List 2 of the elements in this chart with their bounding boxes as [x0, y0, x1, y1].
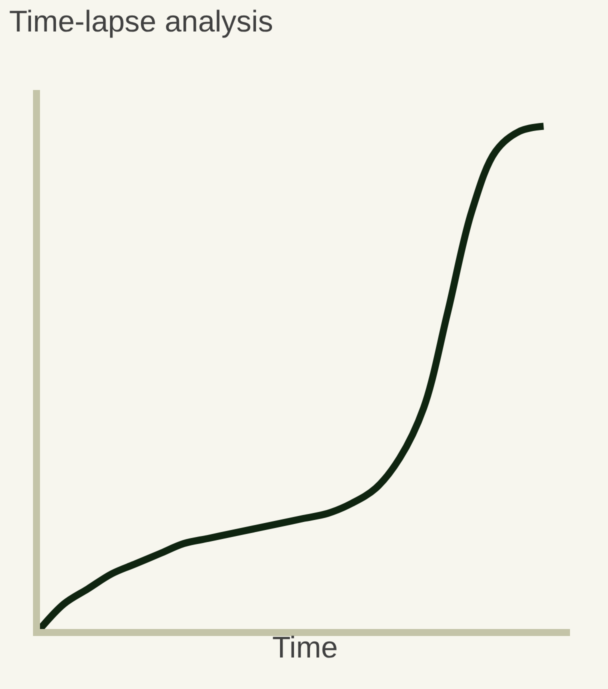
chart-title: Time-lapse analysis: [9, 5, 274, 38]
x-axis-title: Time: [272, 632, 338, 664]
